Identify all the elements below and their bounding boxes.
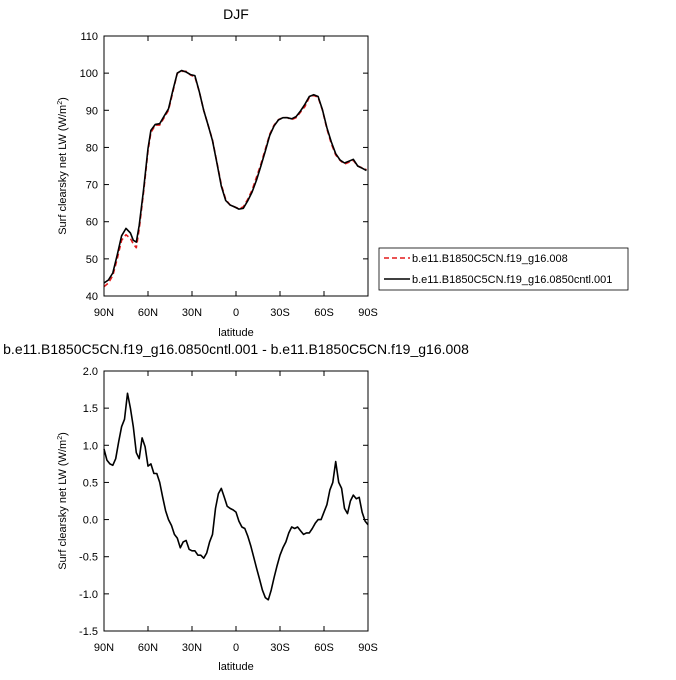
- y-tick-label: 0.0: [83, 515, 98, 527]
- y-axis-label-tail-top: ): [57, 97, 69, 101]
- legend-label-black: b.e11.B1850C5CN.f19_g16.0850cntl.001: [412, 274, 612, 286]
- series-line-difference: [103, 392, 369, 601]
- legend-box: [378, 247, 629, 291]
- x-tick-label: 60S: [314, 642, 334, 654]
- y-axis-label-main-top: Surf clearsky net LW (W/m: [57, 105, 69, 235]
- y-tick-label: 60: [86, 217, 98, 229]
- y-axis-label-top: Surf clearsky net LW (W/m2): [57, 97, 69, 235]
- legend-label-red: b.e11.B1850C5CN.f19_g16.008: [412, 253, 568, 265]
- x-tick-label: 60S: [314, 307, 334, 319]
- y-tick-label: 100: [80, 68, 98, 80]
- x-tick-label: 90S: [358, 642, 378, 654]
- x-tick-label: 0: [233, 307, 239, 319]
- x-tick-label: 90N: [94, 307, 114, 319]
- x-tick-label: 30N: [182, 642, 202, 654]
- y-axis-label-tail-bottom: ): [57, 432, 69, 436]
- x-tick-label: 0: [233, 642, 239, 654]
- x-axis-label-top: latitude: [218, 327, 253, 339]
- chart-title-top: DJF: [223, 6, 249, 22]
- x-tick-label: 60N: [138, 642, 158, 654]
- y-axis-label-bottom: Surf clearsky net LW (W/m2): [57, 432, 69, 570]
- y-tick-label: -0.5: [79, 552, 98, 564]
- legend-top: b.e11.B1850C5CN.f19_g16.008 b.e11.B1850C…: [378, 247, 629, 291]
- y-axis-label-sup-bottom: 2: [57, 436, 64, 440]
- y-tick-label: 40: [86, 291, 98, 303]
- chart-title-bottom: b.e11.B1850C5CN.f19_g16.0850cntl.001 - b…: [3, 341, 469, 357]
- y-axis-label-sup-top: 2: [57, 101, 64, 105]
- series-line-b.e11.B1850C5CN.f19_g16.008: [103, 70, 367, 288]
- y-axis-ticks-top: 40 50 60 70 80 90 100 110: [80, 31, 368, 303]
- y-tick-label: 50: [86, 254, 98, 266]
- x-tick-label: 90N: [94, 642, 114, 654]
- chart-bottom: b.e11.B1850C5CN.f19_g16.0850cntl.001 - b…: [3, 341, 469, 673]
- x-tick-label: 30N: [182, 307, 202, 319]
- y-tick-label: 2.0: [83, 366, 98, 378]
- series-line-b.e11.B1850C5CN.f19_g16.0850cntl.001: [103, 69, 367, 284]
- y-tick-label: 110: [80, 31, 98, 43]
- x-tick-label: 30S: [270, 642, 290, 654]
- y-tick-label: 1.5: [83, 403, 98, 415]
- x-axis-ticks-bottom: 90N 60N 30N 0 30S 60S 90S: [94, 371, 378, 654]
- y-tick-label: 0.5: [83, 477, 98, 489]
- plot-data-bottom: [103, 392, 369, 601]
- y-axis-label-main-bottom: Surf clearsky net LW (W/m: [57, 440, 69, 570]
- x-tick-label: 60N: [138, 307, 158, 319]
- y-tick-label: 1.0: [83, 440, 98, 452]
- plot-frame-top: [103, 35, 369, 297]
- y-tick-label: 70: [86, 180, 98, 192]
- y-tick-label: -1.0: [79, 589, 98, 601]
- plot-data-top: [103, 69, 367, 288]
- y-axis-ticks-bottom: -1.5 -1.0 -0.5 0.0 0.5 1.0 1.5 2.0: [79, 366, 368, 638]
- y-tick-label: 90: [86, 105, 98, 117]
- x-axis-label-bottom: latitude: [218, 661, 253, 673]
- y-tick-label: -1.5: [79, 626, 98, 638]
- y-tick-label: 80: [86, 142, 98, 154]
- x-axis-ticks-top: 90N 60N 30N 0 30S 60S 90S: [94, 36, 378, 319]
- x-tick-label: 90S: [358, 307, 378, 319]
- x-tick-label: 30S: [270, 307, 290, 319]
